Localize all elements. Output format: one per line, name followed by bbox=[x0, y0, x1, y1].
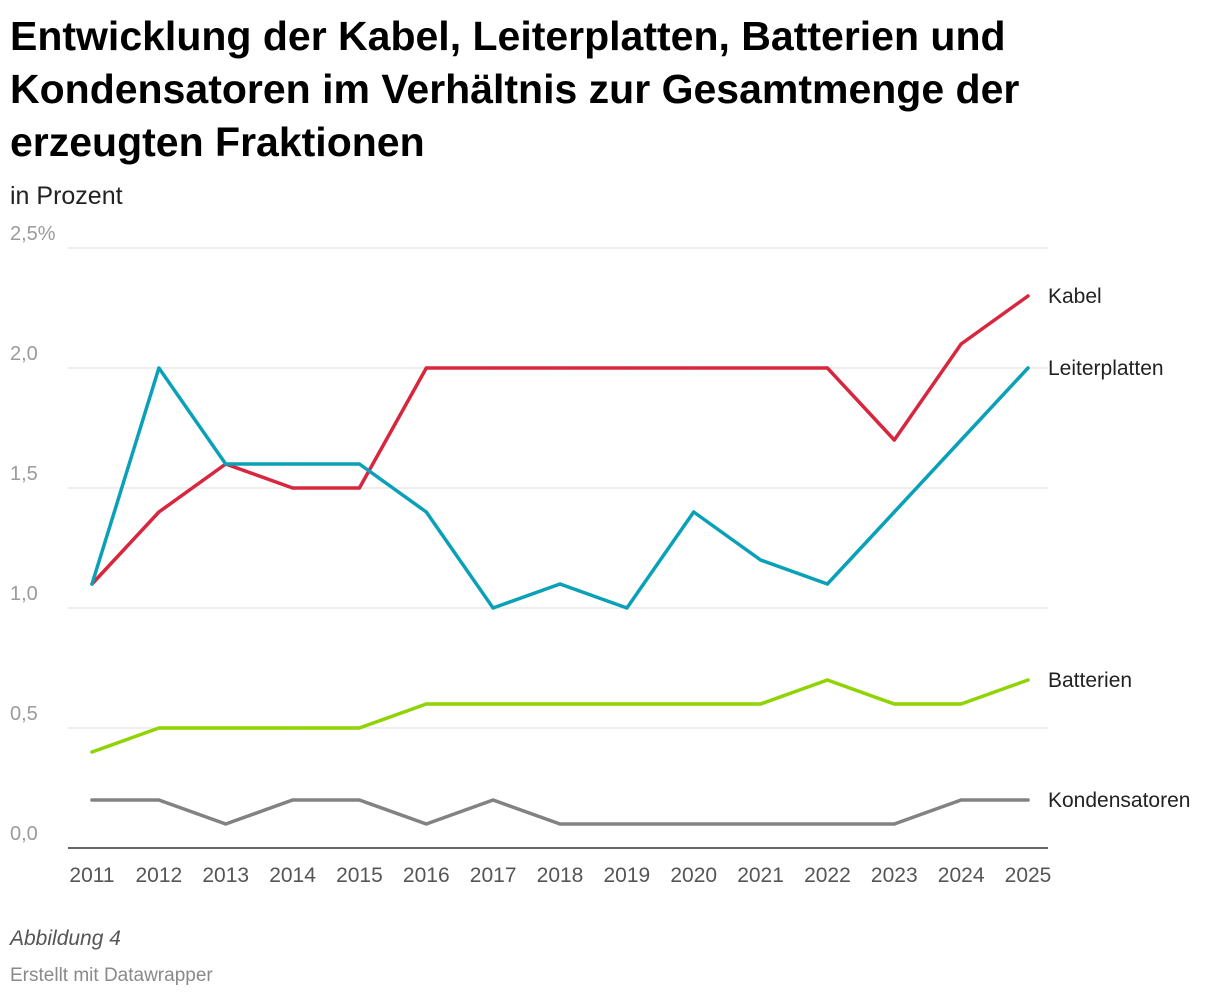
data-point-batterien bbox=[424, 702, 428, 706]
x-tick-label: 2013 bbox=[202, 864, 249, 887]
data-point-kabel bbox=[157, 510, 161, 514]
data-point-leiterplatten bbox=[892, 510, 896, 514]
data-point-kabel bbox=[892, 438, 896, 442]
data-point-kondensatoren bbox=[758, 822, 763, 826]
data-point-leiterplatten bbox=[959, 438, 963, 442]
data-point-leiterplatten bbox=[90, 582, 94, 586]
data-point-leiterplatten bbox=[758, 558, 763, 562]
x-tick-label: 2020 bbox=[670, 864, 717, 887]
series-line-kabel bbox=[90, 294, 1030, 586]
gridlines bbox=[68, 247, 1048, 849]
data-point-leiterplatten bbox=[692, 510, 696, 514]
series-label-kondensatoren: Kondensatoren bbox=[1048, 789, 1190, 812]
data-point-batterien bbox=[558, 702, 562, 706]
y-tick-label: 1,0 bbox=[10, 583, 38, 605]
data-point-kondensatoren bbox=[692, 822, 696, 826]
data-point-leiterplatten bbox=[357, 462, 362, 466]
data-point-kabel bbox=[357, 486, 362, 490]
x-tick-label: 2023 bbox=[871, 864, 918, 887]
data-point-kabel bbox=[692, 366, 696, 370]
x-tick-label: 2015 bbox=[336, 864, 383, 887]
data-point-batterien bbox=[758, 702, 763, 706]
data-point-kondensatoren bbox=[157, 798, 161, 802]
data-point-batterien bbox=[892, 702, 896, 706]
x-tick-label: 2017 bbox=[470, 864, 517, 887]
data-point-kabel bbox=[558, 366, 562, 370]
y-axis-ticks: 0,0 0,5 1,0 1,5 2,0 2,5% bbox=[10, 223, 56, 845]
y-tick-label: 0,5 bbox=[10, 703, 38, 725]
data-point-kabel bbox=[424, 366, 428, 370]
data-point-kondensatoren bbox=[625, 822, 629, 826]
data-point-batterien bbox=[1026, 678, 1030, 682]
series-labels: Kabel Leiterplatten Batterien Kondensatoren bbox=[1048, 285, 1190, 812]
data-point-kondensatoren bbox=[1026, 798, 1030, 802]
data-point-kondensatoren bbox=[224, 822, 228, 826]
x-tick-label: 2011 bbox=[69, 864, 114, 887]
data-point-batterien bbox=[825, 678, 830, 682]
x-tick-label: 2016 bbox=[403, 864, 450, 887]
y-tick-label: 2,5% bbox=[10, 223, 56, 245]
chart-subtitle: in Prozent bbox=[10, 182, 123, 210]
data-point-kabel bbox=[625, 366, 629, 370]
x-tick-label: 2018 bbox=[537, 864, 584, 887]
data-point-batterien bbox=[290, 726, 295, 730]
data-point-batterien bbox=[625, 702, 629, 706]
series-label-leiterplatten: Leiterplatten bbox=[1048, 357, 1164, 380]
data-point-batterien bbox=[357, 726, 362, 730]
data-point-kondensatoren bbox=[558, 822, 562, 826]
credit-line: Erstellt mit Datawrapper bbox=[10, 965, 213, 986]
series-line-batterien bbox=[90, 678, 1030, 754]
x-tick-label: 2022 bbox=[804, 864, 851, 887]
x-tick-label: 2021 bbox=[737, 864, 784, 887]
data-point-leiterplatten bbox=[1026, 366, 1030, 370]
data-point-kabel bbox=[491, 366, 495, 370]
data-point-kondensatoren bbox=[825, 822, 830, 826]
data-point-leiterplatten bbox=[157, 366, 161, 370]
y-tick-label: 0,0 bbox=[10, 823, 38, 845]
data-point-kabel bbox=[825, 366, 830, 370]
data-point-kabel bbox=[758, 366, 763, 370]
x-tick-label: 2019 bbox=[603, 864, 650, 887]
data-point-kondensatoren bbox=[357, 798, 362, 802]
data-point-batterien bbox=[491, 702, 495, 706]
data-point-batterien bbox=[90, 750, 94, 754]
chart-title: Entwicklung der Kabel, Leiterplatten, Ba… bbox=[10, 13, 1020, 165]
y-tick-label: 2,0 bbox=[10, 343, 38, 365]
data-point-kondensatoren bbox=[90, 798, 94, 802]
series-line-kondensatoren bbox=[90, 798, 1030, 826]
x-tick-label: 2025 bbox=[1005, 864, 1052, 887]
x-tick-label: 2024 bbox=[938, 864, 985, 887]
data-point-kondensatoren bbox=[892, 822, 896, 826]
figure-label: Abbildung 4 bbox=[10, 927, 121, 950]
series-label-kabel: Kabel bbox=[1048, 285, 1102, 308]
x-axis-ticks: 2011 2012 2013 2014 2015 2016 2017 2018 2019 2020… bbox=[69, 864, 1051, 887]
data-point-kabel bbox=[1026, 294, 1030, 298]
data-point-batterien bbox=[959, 702, 963, 706]
data-point-leiterplatten bbox=[558, 582, 562, 586]
data-point-batterien bbox=[692, 702, 696, 706]
series-label-batterien: Batterien bbox=[1048, 669, 1132, 692]
x-tick-label: 2012 bbox=[135, 864, 182, 887]
data-point-kondensatoren bbox=[424, 822, 428, 826]
data-point-leiterplatten bbox=[424, 510, 428, 514]
data-point-kondensatoren bbox=[959, 798, 963, 802]
x-tick-label: 2014 bbox=[269, 864, 316, 887]
data-point-leiterplatten bbox=[825, 582, 830, 586]
data-point-leiterplatten bbox=[625, 606, 629, 610]
data-point-kabel bbox=[290, 486, 295, 490]
y-tick-label: 1,5 bbox=[10, 463, 38, 485]
data-point-leiterplatten bbox=[290, 462, 295, 466]
data-point-batterien bbox=[157, 726, 161, 730]
data-point-kabel bbox=[959, 342, 963, 346]
data-point-kondensatoren bbox=[290, 798, 295, 802]
data-point-leiterplatten bbox=[491, 606, 495, 610]
series-lines bbox=[90, 294, 1030, 826]
data-point-leiterplatten bbox=[224, 462, 228, 466]
data-point-batterien bbox=[224, 726, 228, 730]
line-chart: 0,0 0,5 1,0 1,5 2,0 2,5% 2011 2012 2013 2014 2015… bbox=[10, 223, 1190, 887]
data-point-kondensatoren bbox=[491, 798, 495, 802]
